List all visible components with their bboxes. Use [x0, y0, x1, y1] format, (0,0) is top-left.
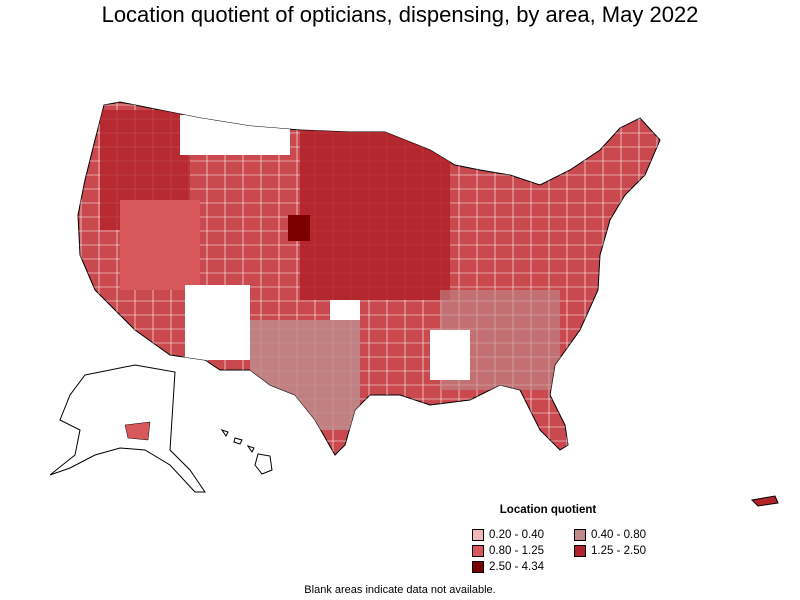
region-texas-muted — [250, 320, 360, 430]
legend-swatch — [574, 529, 586, 541]
legend-label: 1.25 - 2.50 — [591, 545, 646, 557]
legend-label: 2.50 - 4.34 — [489, 561, 544, 573]
alaska-shaded-area — [124, 421, 151, 441]
legend-label: 0.20 - 0.40 — [489, 529, 544, 541]
legend-label: 0.40 - 0.80 — [591, 529, 646, 541]
puerto-rico — [750, 495, 779, 507]
legend-swatch — [472, 529, 484, 541]
legend-item: 2.50 - 4.34 — [472, 560, 574, 574]
legend-swatch — [472, 561, 484, 573]
legend-item: 0.80 - 1.25 — [472, 544, 574, 558]
footnote: Blank areas indicate data not available. — [304, 584, 496, 596]
blank-area-oklahoma — [330, 300, 360, 320]
legend-swatch — [574, 545, 586, 557]
hawaii — [220, 429, 273, 475]
blank-area-montana — [180, 115, 290, 155]
legend-title: Location quotient — [499, 504, 597, 516]
region-great-basin — [120, 200, 200, 290]
legend: Location quotient 0.20 - 0.40 0.40 - 0.8… — [460, 504, 660, 574]
legend-item: 0.40 - 0.80 — [574, 528, 674, 542]
legend-label: 0.80 - 1.25 — [489, 545, 544, 557]
legend-item: 1.25 - 2.50 — [574, 544, 674, 558]
blank-area-new-mexico — [185, 285, 250, 360]
legend-swatch — [472, 545, 484, 557]
blank-area-mississippi — [430, 330, 470, 380]
map-title: Location quotient of opticians, dispensi… — [101, 2, 699, 27]
region-highest-lq — [288, 215, 310, 241]
legend-item: 0.20 - 0.40 — [472, 528, 574, 542]
region-dark-midwest — [300, 130, 450, 300]
